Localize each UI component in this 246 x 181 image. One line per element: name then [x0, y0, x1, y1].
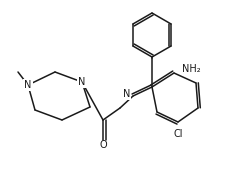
Text: N: N [78, 77, 86, 87]
Text: Cl: Cl [173, 129, 183, 139]
Text: N: N [123, 89, 130, 99]
Text: NH₂: NH₂ [182, 64, 201, 74]
Text: O: O [99, 140, 107, 150]
Text: N: N [24, 80, 32, 90]
